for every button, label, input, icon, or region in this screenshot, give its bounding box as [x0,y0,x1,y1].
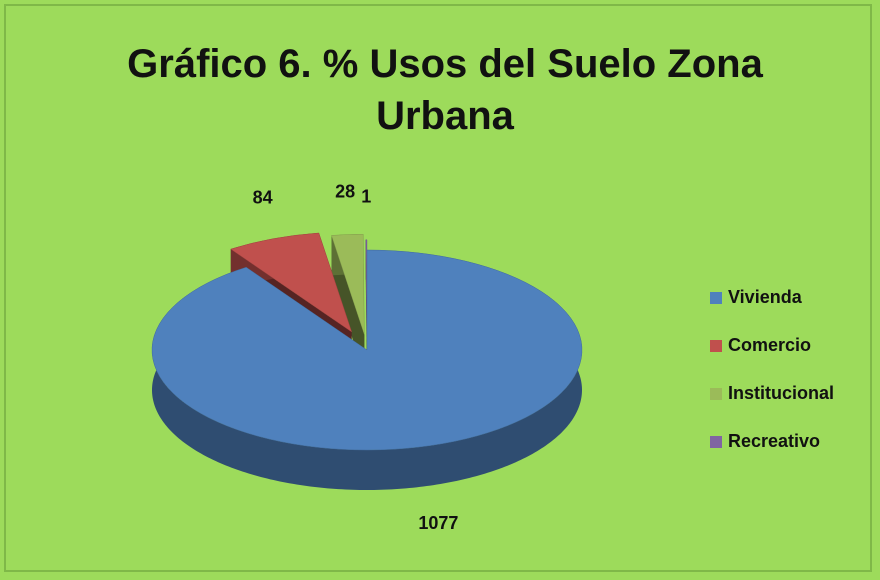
slice [230,232,353,333]
legend-label: Institucional [728,383,834,403]
data-label: 1077 [418,513,458,533]
legend-swatch [710,388,722,400]
slice [151,249,583,451]
data-label: 1 [361,187,371,207]
legend-swatch [710,436,722,448]
legend-label: Vivienda [728,287,803,307]
data-label: 28 [335,181,355,201]
slice [331,233,365,335]
data-label: 84 [253,188,273,208]
legend-swatch [710,340,722,352]
slice [365,239,368,340]
legend-swatch [710,292,722,304]
chart-frame [4,4,872,572]
legend-label: Recreativo [728,431,820,451]
chart-title: Gráfico 6. % Usos del Suelo Zona Urbana [127,42,763,138]
legend-label: Comercio [728,335,811,355]
